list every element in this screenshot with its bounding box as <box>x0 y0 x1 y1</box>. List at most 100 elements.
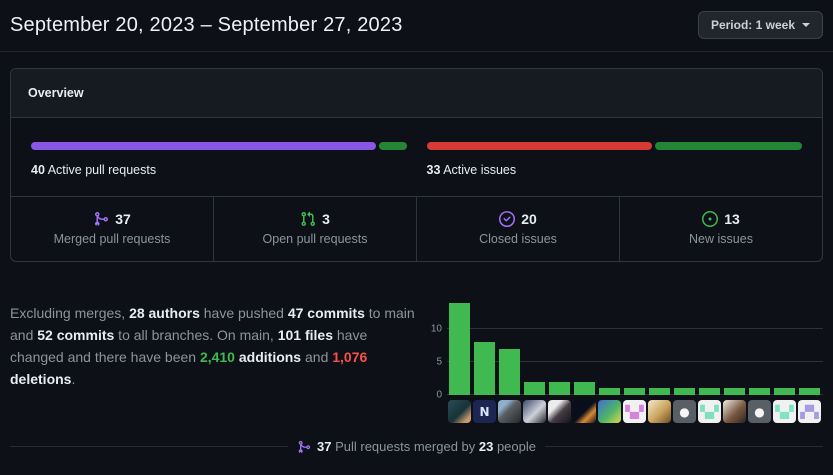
active-issues-count: 33 <box>426 163 441 177</box>
text-segment: Pull requests merged by <box>331 439 479 454</box>
contributor-avatar[interactable] <box>573 400 596 423</box>
progress-row: 40 Active pull requests 33 Active issues <box>11 118 822 196</box>
divider <box>545 446 823 447</box>
stats-row: 37 Merged pull requests 3 Open pull requ… <box>11 196 822 261</box>
stat-value: 13 <box>724 211 740 227</box>
contributor-avatar[interactable]: ▞▚ <box>798 400 821 423</box>
text-segment: deletions <box>10 371 72 387</box>
text-segment: have pushed <box>199 305 288 321</box>
contributor-avatar[interactable] <box>548 400 571 423</box>
page-header: September 20, 2023 – September 27, 2023 … <box>0 0 833 52</box>
contributor-avatars: N ▚▞ ● ▚▞ ● ▚▞ ▞▚ <box>448 400 823 423</box>
commit-summary-text: Excluding merges, 28 authors have pushed… <box>10 296 416 423</box>
text-segment: 101 files <box>277 327 333 343</box>
commit-bar[interactable] <box>774 388 795 395</box>
stat-new-issues[interactable]: 13 New issues <box>619 197 822 261</box>
chart-plot-area <box>447 296 823 395</box>
text-segment: 1,076 <box>332 349 368 365</box>
text-segment: 2,410 <box>199 349 235 365</box>
contributor-avatar[interactable] <box>598 400 621 423</box>
period-dropdown-button[interactable]: Period: 1 week <box>697 11 823 39</box>
contributor-avatar[interactable]: ● <box>748 400 771 423</box>
stat-value: 37 <box>115 211 131 227</box>
page-title: September 20, 2023 – September 27, 2023 <box>10 13 403 36</box>
stat-closed-issues[interactable]: 20 Closed issues <box>416 197 619 261</box>
stat-label: Merged pull requests <box>53 232 171 246</box>
y-tick: 0 <box>436 389 442 401</box>
stat-value: 3 <box>322 211 330 227</box>
gridline <box>447 361 823 363</box>
contributor-avatar[interactable] <box>448 400 471 423</box>
text-segment: have changed and there have been <box>10 327 368 365</box>
octocat-avatar-glyph: ● <box>754 404 765 419</box>
commit-bar[interactable] <box>624 388 645 395</box>
octocat-avatar-glyph: ● <box>679 404 690 419</box>
text-segment: to all branches. On main, <box>114 327 278 343</box>
identicon-avatar-glyph: ▚▞ <box>625 404 644 419</box>
issue-closed-icon <box>499 211 516 227</box>
merged-pull-requests-segment <box>31 142 376 150</box>
tab-overview[interactable]: Overview <box>11 69 822 118</box>
active-pull-requests-count: 40 <box>31 163 45 177</box>
stat-label: Open pull requests <box>262 232 368 246</box>
commit-bar[interactable] <box>699 388 720 395</box>
stat-label: Closed issues <box>479 232 557 246</box>
contributor-avatar[interactable] <box>523 400 546 423</box>
contributor-avatar[interactable]: ▚▞ <box>698 400 721 423</box>
contributor-avatar[interactable]: ▚▞ <box>773 400 796 423</box>
git-merge-icon <box>95 212 109 227</box>
commit-bar[interactable] <box>724 388 745 395</box>
open-pull-requests-segment <box>378 142 407 150</box>
active-issues-text: Active issues <box>440 163 517 177</box>
issues-progress-bar <box>426 142 802 150</box>
commit-bar[interactable] <box>674 388 695 395</box>
stat-open-pull-requests[interactable]: 3 Open pull requests <box>213 197 416 261</box>
contributor-avatar[interactable]: N <box>473 400 496 423</box>
text-segment: additions <box>234 349 302 365</box>
chart-y-axis: 10 5 0 <box>427 296 447 401</box>
commit-bar[interactable] <box>549 381 570 395</box>
text-segment: to main and <box>10 305 415 343</box>
text-segment: Excluding merges, <box>10 305 130 321</box>
active-pull-requests-text: Active pull requests <box>44 163 157 177</box>
stat-merged-pull-requests[interactable]: 37 Merged pull requests <box>11 197 213 261</box>
commit-bar[interactable] <box>574 381 595 395</box>
commit-bar[interactable] <box>749 388 770 395</box>
contributor-avatar[interactable] <box>648 400 671 423</box>
contributor-avatar[interactable] <box>498 400 521 423</box>
chevron-down-icon <box>802 23 810 27</box>
commit-bar[interactable] <box>499 348 520 395</box>
divider <box>10 446 288 447</box>
commits-bars <box>447 296 823 395</box>
issues-progress: 33 Active issues <box>417 142 813 177</box>
y-tick: 5 <box>436 356 442 368</box>
pull-requests-progress-bar <box>31 142 407 150</box>
bottom-section: Excluding merges, 28 authors have pushed… <box>10 296 823 423</box>
text-segment: . <box>71 371 76 387</box>
tab-overview-label: Overview <box>28 86 84 100</box>
text-segment: 28 authors <box>129 305 200 321</box>
commit-bar[interactable] <box>449 302 470 395</box>
commit-bar[interactable] <box>474 342 495 395</box>
commit-bar[interactable] <box>799 388 820 395</box>
text-segment: 37 <box>317 439 332 454</box>
git-pull-request-icon <box>301 211 316 227</box>
contributor-avatar[interactable] <box>723 400 746 423</box>
commit-bar[interactable] <box>599 388 620 395</box>
git-merge-icon <box>298 440 311 453</box>
closed-issues-segment <box>426 142 652 150</box>
text-segment: 47 commits <box>287 305 365 321</box>
active-pull-requests-label: 40 Active pull requests <box>31 163 407 177</box>
issue-opened-icon <box>702 211 719 227</box>
text-segment: and <box>301 349 333 365</box>
gridline <box>447 328 823 329</box>
text-segment: 23 <box>478 439 494 454</box>
commit-bar[interactable] <box>524 381 545 395</box>
text-segment: people <box>493 439 536 454</box>
contributor-avatar[interactable]: ● <box>673 400 696 423</box>
commits-chart: 10 5 0 N ▚▞ ● ▚▞ ● ▚▞ ▞▚ <box>427 296 823 423</box>
footer-text: 37 Pull requests merged by 23 people <box>317 439 536 454</box>
contributor-avatar[interactable]: ▚▞ <box>623 400 646 423</box>
active-issues-label: 33 Active issues <box>427 163 803 177</box>
commit-bar[interactable] <box>649 388 670 395</box>
